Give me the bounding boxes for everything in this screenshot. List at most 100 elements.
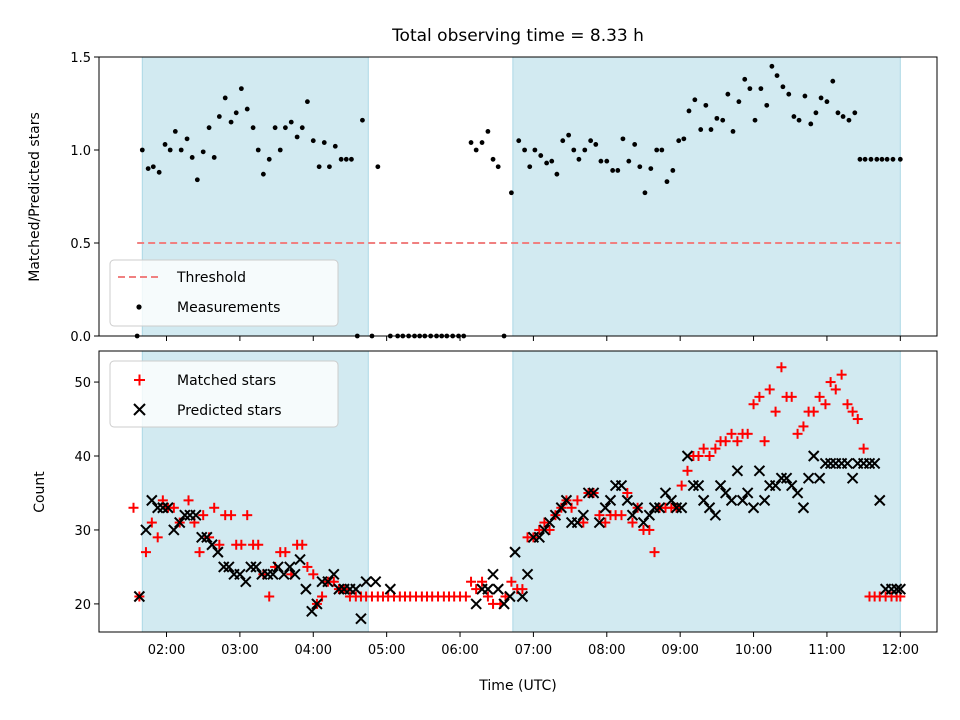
top-axes-frame <box>98 56 938 337</box>
top-legend: Threshold Measurements <box>109 259 339 327</box>
predicted-stars-point <box>509 546 521 558</box>
measurements-point <box>139 147 145 153</box>
measurements-point <box>747 86 753 92</box>
measurements-point <box>676 138 682 144</box>
measurements-point <box>593 142 599 147</box>
matched-stars-point <box>710 443 721 454</box>
matched-stars-point <box>759 436 770 447</box>
measurements-point <box>544 160 550 166</box>
bottom-x-tick-label: 02:00 <box>148 643 185 658</box>
measurements-point <box>626 158 632 164</box>
measurements-point <box>598 158 604 164</box>
measurements-point <box>468 140 474 145</box>
predicted-stars-point <box>322 576 334 588</box>
predicted-stars-point <box>504 590 516 603</box>
measurements-point <box>588 138 594 144</box>
matched-stars-point <box>842 399 853 410</box>
matched-stars-point <box>798 421 809 432</box>
measurements-point <box>659 147 665 153</box>
bottom-y-tick-label: 50 <box>74 376 91 391</box>
matched-stars-point <box>698 443 709 454</box>
predicted-stars-point <box>560 494 573 507</box>
top-y-tick-label: 0.5 <box>70 237 91 252</box>
bottom-x-ticks: 02:00 03:00 04:00 05:00 06:00 07:00 08:00 09:00… <box>148 632 919 658</box>
measurements-point <box>211 155 217 160</box>
bottom-y-ticks: 20 30 40 50 <box>74 376 99 613</box>
predicted-stars-point <box>294 553 306 566</box>
measurements-point <box>780 84 786 90</box>
measurements-point <box>238 86 244 92</box>
predicted-stars-point <box>487 568 499 581</box>
matched-stars-point <box>858 443 869 454</box>
predicted-stars-point <box>250 561 262 573</box>
matched-stars-point <box>198 510 209 521</box>
top-y-tick-label: 0.0 <box>70 330 91 345</box>
predicted-stars-point <box>245 561 257 573</box>
measurements-point <box>206 125 212 131</box>
measurements-point <box>802 93 808 99</box>
measurements-point <box>527 164 533 170</box>
matched-stars-point <box>594 510 605 521</box>
bottom-x-tick-label: 10:00 <box>735 643 772 658</box>
matched-stars-point <box>506 576 517 587</box>
predicted-stars-point <box>687 479 700 492</box>
measurements-point <box>884 156 890 162</box>
measurements-point <box>566 132 572 138</box>
matched-stars-point <box>578 517 589 528</box>
measurements-point <box>554 171 560 177</box>
predicted-stars-point <box>802 472 815 484</box>
predicted-stars-point <box>223 561 235 573</box>
predicted-stars-point <box>234 568 246 581</box>
measurements-point <box>560 138 566 144</box>
predicted-stars-point <box>648 502 661 514</box>
measurements-point <box>868 156 874 162</box>
bottom-x-tick-label: 11:00 <box>808 643 845 658</box>
measurements-point <box>485 129 491 134</box>
bottom-legend: Matched stars Predicted stars <box>109 360 339 428</box>
matched-stars-point <box>748 399 759 410</box>
predicted-stars-point <box>659 487 672 499</box>
measurements-point <box>255 147 261 153</box>
predicted-stars-point <box>168 524 180 536</box>
predicted-stars-point <box>741 487 754 499</box>
measurements-point <box>703 102 709 108</box>
matched-stars-point <box>836 369 847 380</box>
matched-stars-point <box>236 539 247 550</box>
measurements-point <box>730 129 736 134</box>
measurements-point <box>764 102 770 108</box>
matched-stars-point <box>600 517 611 528</box>
predicted-stars-point <box>133 590 146 603</box>
measurements-point <box>495 164 501 170</box>
predicted-stars-point <box>162 502 174 514</box>
predicted-stars-point <box>769 479 782 492</box>
measurements-point <box>862 156 868 162</box>
measurements-point <box>244 106 250 112</box>
top-y-ticks: 0.0 0.5 1.0 1.5 <box>70 51 99 345</box>
measurements-point <box>604 158 610 164</box>
predicted-stars-point <box>549 509 562 521</box>
measurements-point <box>632 142 638 147</box>
matched-stars-point <box>693 451 704 462</box>
measurements-point <box>897 156 903 162</box>
predicted-stars-point <box>747 502 760 514</box>
bottom-axes-frame <box>98 350 938 633</box>
measurements-point <box>714 115 720 121</box>
measurements-point <box>294 134 300 140</box>
predicted-stars-point <box>599 502 612 514</box>
matched-stars-point <box>627 517 638 528</box>
matched-stars-point <box>253 539 264 550</box>
matched-stars-point <box>814 391 825 402</box>
measurements-point <box>228 119 234 125</box>
bottom-x-tick-label: 09:00 <box>661 643 698 658</box>
measurements-point <box>692 97 698 103</box>
matched-stars-point <box>264 591 275 602</box>
measurements-point <box>852 110 858 116</box>
predicted-stars-point <box>355 612 367 625</box>
measurements-point <box>260 171 266 177</box>
measurements-point <box>522 147 528 153</box>
predicted-stars-point <box>621 494 634 507</box>
predicted-stars-point <box>218 561 230 573</box>
measurements-point <box>846 117 852 123</box>
measurements-point <box>549 158 555 164</box>
